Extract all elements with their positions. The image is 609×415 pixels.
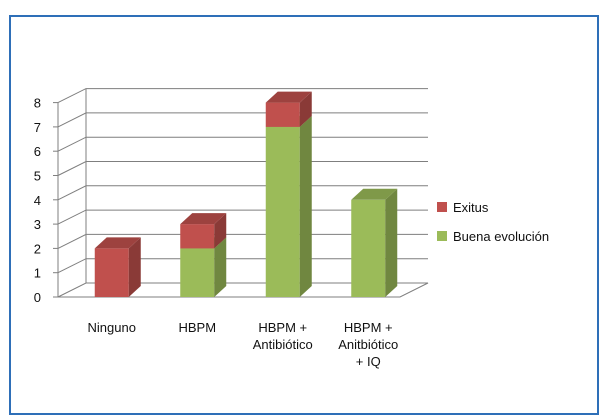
bar-segment-top bbox=[351, 188, 398, 200]
bar-segment-top bbox=[94, 237, 141, 249]
x-category-label-line: Antibiótico bbox=[253, 337, 313, 352]
y-tick-label: 4 bbox=[34, 193, 41, 208]
y-tick-label: 1 bbox=[34, 266, 41, 281]
x-category-label: HBPM bbox=[178, 320, 216, 335]
x-category-label-line: Ninguno bbox=[88, 320, 136, 335]
x-category-label-line: + IQ bbox=[356, 354, 381, 369]
y-tick-label: 2 bbox=[34, 241, 41, 256]
gridline bbox=[57, 233, 428, 249]
y-tick-label: 0 bbox=[34, 290, 41, 305]
bar-segment-side bbox=[214, 213, 227, 249]
x-category-label: HBPM + Antibiótico bbox=[253, 320, 313, 352]
bar-segment-top bbox=[265, 91, 312, 103]
x-category-label-line: HBPM + bbox=[344, 320, 393, 335]
gridline bbox=[57, 185, 428, 201]
bar-segment-top bbox=[180, 213, 227, 225]
legend-label: Exitus bbox=[453, 200, 489, 215]
gridline bbox=[57, 112, 428, 128]
legend-swatch bbox=[437, 202, 447, 212]
bar-segment-front bbox=[94, 248, 129, 297]
bar-segment-side bbox=[214, 237, 227, 297]
bar-segment-side bbox=[385, 188, 398, 297]
bar-segment-front bbox=[180, 248, 215, 297]
legend-label: Buena evolución bbox=[453, 229, 549, 244]
gridline bbox=[57, 209, 428, 225]
gridline bbox=[57, 258, 428, 274]
x-category-label: HBPM + Anitbiótico + IQ bbox=[338, 320, 398, 369]
x-category-label-line: HBPM + bbox=[258, 320, 307, 335]
y-tick-label: 8 bbox=[34, 96, 41, 111]
x-category-label-line: Anitbiótico bbox=[338, 337, 398, 352]
x-category-label: Ninguno bbox=[88, 320, 136, 335]
legend-swatch bbox=[437, 231, 447, 241]
gridline bbox=[57, 161, 428, 176]
bar-segment-front bbox=[265, 126, 300, 298]
bar-segment-front bbox=[265, 102, 300, 127]
gridline bbox=[57, 88, 428, 104]
x-category-label-line: HBPM bbox=[178, 320, 216, 335]
bar-segment-side bbox=[299, 115, 312, 298]
gridline bbox=[57, 136, 428, 152]
y-tick-label: 7 bbox=[34, 120, 41, 135]
bar-segment-side bbox=[128, 237, 141, 297]
y-tick-label: 3 bbox=[34, 217, 41, 232]
y-tick-label: 6 bbox=[34, 144, 41, 159]
bar-segment-front bbox=[351, 199, 386, 297]
bar-segment-side bbox=[299, 91, 312, 127]
bar-segment-front bbox=[180, 224, 215, 249]
y-tick-label: 5 bbox=[34, 169, 41, 184]
